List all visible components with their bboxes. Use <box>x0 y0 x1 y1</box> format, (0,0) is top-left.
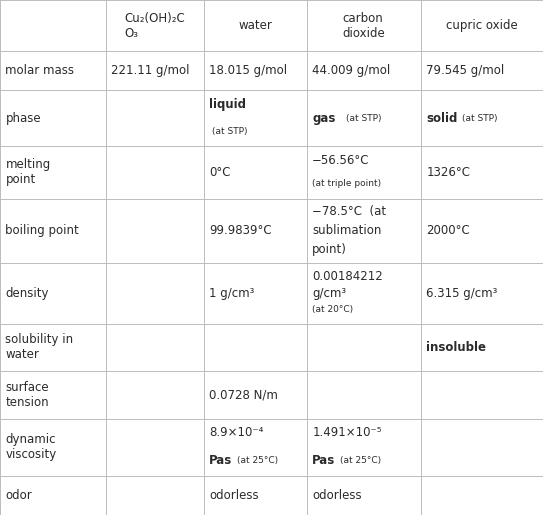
Text: melting
point: melting point <box>5 158 50 186</box>
Text: 99.9839°C: 99.9839°C <box>209 225 272 237</box>
Text: gas: gas <box>312 112 336 125</box>
Text: 221.11 g/mol: 221.11 g/mol <box>111 64 190 77</box>
Text: −56.56°C: −56.56°C <box>312 154 370 167</box>
Text: (at 25°C): (at 25°C) <box>237 456 279 465</box>
Text: 0°C: 0°C <box>209 166 231 179</box>
Text: 1326°C: 1326°C <box>426 166 470 179</box>
Text: liquid: liquid <box>209 98 246 111</box>
Text: 8.9×10⁻⁴: 8.9×10⁻⁴ <box>209 426 263 439</box>
Text: 44.009 g/mol: 44.009 g/mol <box>312 64 390 77</box>
Text: dynamic
viscosity: dynamic viscosity <box>5 433 56 461</box>
Text: Cu₂(OH)₂C
O₃: Cu₂(OH)₂C O₃ <box>124 11 185 40</box>
Text: (at triple point): (at triple point) <box>312 180 381 188</box>
Text: Pas: Pas <box>209 454 232 467</box>
Text: surface
tension: surface tension <box>5 381 49 409</box>
Text: boiling point: boiling point <box>5 225 79 237</box>
Text: (at STP): (at STP) <box>212 127 247 136</box>
Text: Pas: Pas <box>312 454 336 467</box>
Text: water: water <box>238 19 272 32</box>
Text: (at 25°C): (at 25°C) <box>340 456 382 465</box>
Text: 1 g/cm³: 1 g/cm³ <box>209 287 255 300</box>
Text: 0.00184212: 0.00184212 <box>312 270 383 283</box>
Text: density: density <box>5 287 49 300</box>
Text: odorless: odorless <box>312 489 362 502</box>
Text: (at STP): (at STP) <box>346 113 381 123</box>
Text: 2000°C: 2000°C <box>426 225 470 237</box>
Text: odor: odor <box>5 489 32 502</box>
Text: 79.545 g/mol: 79.545 g/mol <box>426 64 504 77</box>
Text: odorless: odorless <box>209 489 258 502</box>
Text: insoluble: insoluble <box>426 341 486 354</box>
Text: −78.5°C  (at: −78.5°C (at <box>312 205 387 218</box>
Text: solubility in
water: solubility in water <box>5 333 73 362</box>
Text: 1.491×10⁻⁵: 1.491×10⁻⁵ <box>312 426 382 439</box>
Text: carbon
dioxide: carbon dioxide <box>343 11 385 40</box>
Text: solid: solid <box>426 112 458 125</box>
Text: (at STP): (at STP) <box>462 113 497 123</box>
Text: point): point) <box>312 244 347 256</box>
Text: sublimation: sublimation <box>312 225 382 237</box>
Text: molar mass: molar mass <box>5 64 74 77</box>
Text: cupric oxide: cupric oxide <box>446 19 518 32</box>
Text: 6.315 g/cm³: 6.315 g/cm³ <box>426 287 497 300</box>
Text: phase: phase <box>5 112 41 125</box>
Text: g/cm³: g/cm³ <box>312 287 346 300</box>
Text: 18.015 g/mol: 18.015 g/mol <box>209 64 287 77</box>
Text: 0.0728 N/m: 0.0728 N/m <box>209 388 278 402</box>
Text: (at 20°C): (at 20°C) <box>312 305 353 314</box>
